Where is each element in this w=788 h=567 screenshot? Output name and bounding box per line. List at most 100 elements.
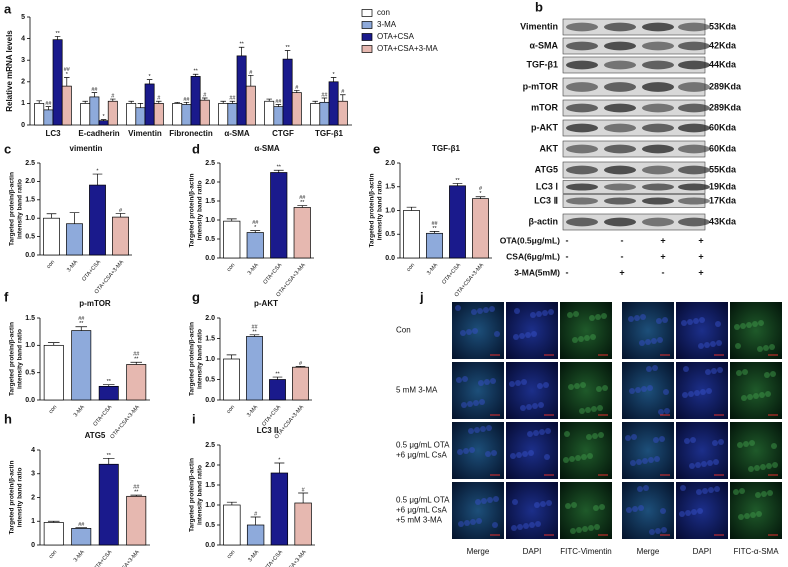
cell bbox=[635, 387, 641, 393]
error-bar bbox=[238, 46, 245, 56]
cell bbox=[739, 488, 745, 494]
cell bbox=[706, 388, 712, 394]
treatment-sign: - bbox=[621, 235, 624, 245]
micrograph bbox=[622, 422, 674, 479]
bar bbox=[293, 207, 311, 259]
significance-mark: ## bbox=[91, 87, 98, 93]
cell bbox=[481, 498, 487, 504]
y-axis-label: Targeted protein/β-actin bbox=[189, 322, 196, 396]
bar bbox=[426, 232, 443, 259]
bar bbox=[292, 366, 309, 401]
significance-mark: ** bbox=[134, 357, 139, 363]
cell bbox=[687, 319, 693, 325]
cell bbox=[714, 486, 720, 492]
cell bbox=[642, 458, 648, 464]
error-bar bbox=[220, 100, 226, 104]
x-tick-label: 3-MA bbox=[246, 404, 259, 418]
cell bbox=[657, 337, 663, 343]
blot-band bbox=[566, 217, 598, 227]
blot-label: p-mTOR bbox=[523, 81, 559, 91]
cell bbox=[658, 409, 664, 415]
row-label: +6 μg/mL CsA bbox=[396, 506, 447, 515]
blot-band bbox=[604, 60, 636, 70]
significance-mark: # bbox=[302, 487, 306, 493]
bar bbox=[126, 103, 137, 126]
cell bbox=[748, 466, 754, 472]
x-tick-label: OTA+CSA bbox=[92, 549, 113, 567]
y-tick-label: 3 bbox=[31, 471, 35, 478]
cell bbox=[529, 522, 535, 528]
cell bbox=[772, 462, 778, 468]
bar bbox=[236, 55, 247, 126]
significance-mark: ## bbox=[431, 221, 438, 227]
y-tick-label: 1.5 bbox=[205, 198, 215, 205]
significance-mark: ** bbox=[55, 31, 60, 37]
blot-band bbox=[604, 22, 636, 32]
bar bbox=[319, 101, 330, 126]
y-tick-label: 1.0 bbox=[25, 215, 35, 222]
cell bbox=[589, 315, 595, 321]
error-bar bbox=[110, 98, 116, 102]
error-bar bbox=[275, 104, 282, 107]
x-tick-label: OTA+CSA bbox=[262, 262, 283, 286]
y-tick-label: 2.0 bbox=[385, 160, 395, 167]
cell bbox=[653, 437, 659, 443]
cell bbox=[770, 371, 776, 377]
blot-band bbox=[678, 60, 710, 70]
cell bbox=[698, 343, 704, 349]
panel-letter: h bbox=[4, 411, 12, 426]
cell bbox=[682, 392, 688, 398]
significance-mark: ** bbox=[193, 69, 198, 75]
cell bbox=[625, 435, 631, 441]
cell bbox=[694, 390, 700, 396]
bar bbox=[449, 185, 466, 259]
panel-letter: b bbox=[535, 0, 543, 14]
cell bbox=[526, 404, 532, 410]
cell bbox=[536, 311, 542, 317]
y-tick-label: 1.5 bbox=[25, 197, 35, 204]
cell bbox=[548, 309, 554, 315]
significance-mark: * bbox=[149, 74, 152, 80]
cell bbox=[492, 522, 498, 528]
chart-title: p-AKT bbox=[254, 299, 278, 308]
blot-label: mTOR bbox=[531, 102, 558, 112]
bar bbox=[472, 198, 489, 259]
treatment-sign: - bbox=[566, 235, 569, 245]
x-tick-label: OTA+CSA bbox=[92, 404, 113, 428]
error-bar bbox=[330, 77, 337, 82]
cell bbox=[580, 382, 586, 388]
cell bbox=[532, 403, 538, 409]
bar bbox=[282, 58, 293, 126]
legend-swatch bbox=[361, 21, 373, 29]
blot-label: LC3 Ⅱ bbox=[534, 195, 558, 205]
cell bbox=[637, 486, 643, 492]
error-bar bbox=[183, 101, 190, 105]
significance-mark: ## bbox=[299, 195, 306, 201]
y-tick-label: 3 bbox=[21, 57, 25, 64]
significance-mark: ** bbox=[285, 45, 290, 51]
y-axis-label: Targeted protein/β-actin bbox=[9, 172, 16, 246]
y-tick-label: 0.5 bbox=[385, 231, 395, 238]
error-bar bbox=[226, 218, 237, 222]
significance-mark: # bbox=[254, 511, 258, 517]
cell bbox=[641, 386, 647, 392]
blot-band bbox=[678, 123, 710, 133]
blot-label: TGF-β1 bbox=[527, 59, 559, 69]
y-axis-label: Targeted protein/β-actin bbox=[189, 174, 196, 248]
cell bbox=[741, 395, 747, 401]
cell bbox=[574, 383, 580, 389]
y-axis-label: intensity band ratio bbox=[17, 179, 24, 239]
cell bbox=[538, 402, 544, 408]
cell bbox=[654, 456, 660, 462]
cell bbox=[509, 381, 515, 387]
bar bbox=[61, 85, 72, 126]
panel-letter: e bbox=[373, 141, 380, 156]
cell bbox=[512, 499, 518, 505]
bar bbox=[199, 99, 210, 126]
cell bbox=[684, 438, 690, 444]
blot-label: p-AKT bbox=[531, 122, 558, 132]
bar bbox=[246, 336, 263, 401]
cell bbox=[736, 370, 742, 376]
cell bbox=[527, 431, 533, 437]
significance-mark: ** bbox=[277, 165, 282, 171]
